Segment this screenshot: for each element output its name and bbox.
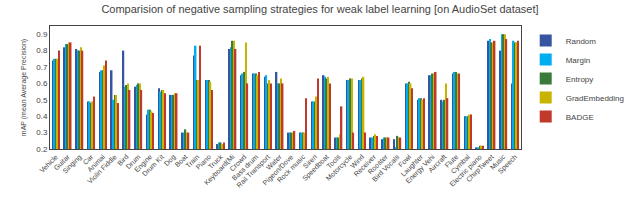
svg-text:0.4: 0.4 — [36, 112, 48, 121]
svg-text:BADGE: BADGE — [566, 113, 594, 122]
svg-text:Flute: Flute — [443, 153, 459, 169]
svg-text:Receiver: Receiver — [353, 153, 378, 178]
svg-text:Energy Vehi: Energy Vehi — [404, 153, 437, 186]
svg-text:Siren: Siren — [302, 153, 319, 170]
svg-text:Random: Random — [566, 37, 597, 46]
svg-text:Bass drum: Bass drum — [231, 153, 260, 182]
svg-text:Singing: Singing — [61, 153, 83, 175]
svg-text:Car: Car — [81, 153, 94, 166]
svg-text:Motorcycle: Motorcycle — [325, 153, 355, 183]
svg-text:0.3: 0.3 — [36, 128, 48, 137]
svg-text:Drum: Drum — [124, 153, 141, 170]
svg-text:Entropy: Entropy — [566, 75, 594, 84]
svg-text:Rock music: Rock music — [276, 153, 307, 184]
svg-text:Rooster: Rooster — [366, 153, 389, 176]
svg-text:Guitar: Guitar — [52, 153, 71, 172]
svg-text:Speech: Speech — [497, 153, 520, 176]
svg-text:Laughter: Laughter — [400, 153, 426, 179]
svg-text:Cymbal: Cymbal — [449, 153, 472, 176]
svg-text:Violin Fiddle: Violin Fiddle — [86, 153, 118, 185]
svg-text:Crowd: Crowd — [228, 153, 247, 172]
svg-text:Aircraft: Aircraft — [427, 153, 448, 174]
svg-text:0.2: 0.2 — [36, 145, 48, 154]
svg-text:GradEmbedding: GradEmbedding — [566, 94, 624, 103]
svg-text:Fowl: Fowl — [397, 153, 413, 169]
svg-text:Water: Water — [265, 153, 283, 171]
svg-text:Drum Kit: Drum Kit — [141, 153, 165, 177]
svg-text:0.6: 0.6 — [36, 79, 48, 88]
svg-text:Dog: Dog — [163, 153, 178, 168]
svg-text:Bird: Bird — [116, 153, 130, 167]
svg-text:Electric piano: Electric piano — [448, 153, 483, 188]
svg-text:0.7: 0.7 — [36, 63, 48, 72]
svg-text:Comparision of negative sampli: Comparision of negative sampling strateg… — [101, 3, 538, 15]
svg-text:0.5: 0.5 — [36, 96, 48, 105]
svg-text:Vehicle: Vehicle — [38, 153, 59, 174]
svg-text:Pigeon/Dove: Pigeon/Dove — [261, 153, 295, 187]
svg-text:Music: Music — [489, 153, 507, 171]
svg-text:Piano: Piano — [195, 153, 213, 171]
svg-text:Rail Transport: Rail Transport — [235, 153, 272, 190]
svg-text:Tools: Tools — [325, 153, 342, 170]
svg-text:0.8: 0.8 — [36, 46, 48, 55]
svg-text:Boat: Boat — [173, 153, 188, 168]
svg-text:0.9: 0.9 — [36, 30, 48, 39]
svg-text:ChirpTweet: ChirpTweet — [465, 153, 496, 184]
svg-text:Engine: Engine — [133, 153, 154, 174]
svg-text:mAP (mean Average Precision): mAP (mean Average Precision) — [20, 39, 28, 136]
svg-text:Animal: Animal — [86, 153, 106, 173]
svg-text:Speedboat: Speedboat — [301, 153, 331, 183]
svg-text:Keyboard(Mi: Keyboard(Mi — [203, 153, 237, 187]
svg-text:Truck: Truck — [207, 153, 224, 170]
svg-text:Wind: Wind — [349, 153, 365, 169]
svg-text:Bird Vocals: Bird Vocals — [371, 153, 401, 183]
svg-text:Train: Train — [184, 153, 200, 169]
svg-text:Margin: Margin — [566, 56, 590, 65]
